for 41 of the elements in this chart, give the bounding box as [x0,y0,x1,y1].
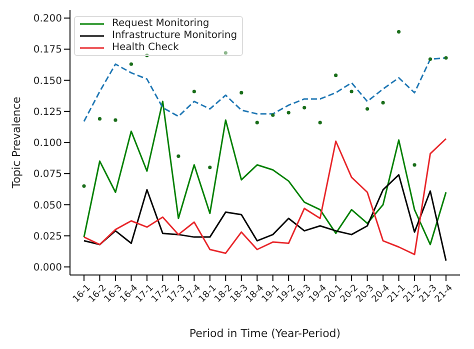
point [240,90,244,95]
y-tick-label: 0.075 [33,169,62,180]
line-series [83,138,447,256]
point [208,166,212,170]
point [444,56,448,60]
point [381,100,385,104]
point [318,120,322,124]
line-series [83,100,447,246]
point [82,184,86,188]
point [412,163,416,167]
y-tick-label: 0.175 [33,44,62,56]
legend-label: Request Monitoring [112,18,210,30]
point [396,30,401,34]
point [98,117,102,121]
y-tick-label: 0.000 [33,262,62,274]
y-tick-label: 0.100 [33,138,62,150]
line-series [83,174,447,262]
point [145,54,149,58]
y-tick-label: 0.050 [33,200,62,212]
point [271,113,275,117]
point [114,118,118,122]
point [255,120,259,124]
point [192,90,196,94]
y-tick-label: 0.150 [33,76,62,87]
point [366,107,370,111]
point [224,51,228,55]
x-axis-title: Period in Time (Year-Period) [189,327,341,340]
y-axis-title: Topic Prevalence [10,96,23,190]
point [350,90,354,94]
point [286,110,290,114]
point [176,154,180,158]
point [129,62,134,66]
point [302,106,306,110]
legend-label: Infrastructure Monitoring [112,30,238,42]
line-series [83,57,447,122]
point [428,57,432,61]
y-tick-label: 0.125 [33,106,62,118]
y-tick-label: 0.025 [33,231,62,242]
point [334,74,338,78]
y-tick-label: 0.200 [33,14,62,25]
legend-label: Health Check [112,42,179,54]
